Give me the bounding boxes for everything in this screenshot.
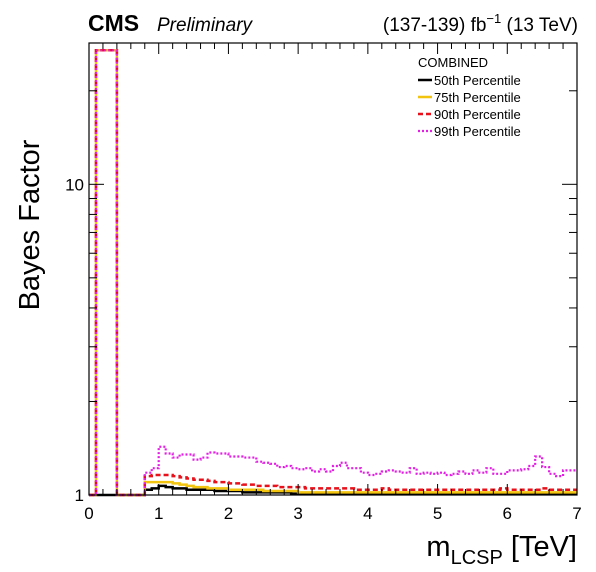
lumi-text: (137-139) fb [383, 15, 487, 36]
x-axis-title-main: m [426, 531, 450, 563]
legend: COMBINED 50th Percentile 75th Percentile 9… [418, 55, 521, 139]
legend-header: COMBINED [418, 55, 488, 70]
lumi-exponent: −1 [486, 11, 501, 26]
x-tick-label: 2 [224, 504, 233, 523]
y-tick-label: 10 [65, 175, 84, 194]
series-line [89, 484, 577, 497]
y-axis-title: Bayes Factor [14, 139, 46, 310]
plot-frame [88, 42, 578, 496]
x-axis-title-unit: [TeV] [503, 531, 577, 563]
y-tick-label: 1 [75, 486, 84, 505]
lumi-label: (137-139) fb−1 (13 TeV) [383, 11, 578, 36]
x-tick-label: 4 [363, 504, 372, 523]
x-tick-label: 1 [154, 504, 163, 523]
x-tick-label: 0 [84, 504, 93, 523]
legend-entry: 75th Percentile [434, 90, 521, 105]
legend-entry: 99th Percentile [434, 124, 521, 139]
x-axis-title: mLCSP [TeV] [426, 531, 577, 569]
preliminary-label: Preliminary [157, 15, 254, 36]
energy-text: (13 TeV) [501, 15, 578, 36]
legend-entry: 50th Percentile [434, 73, 521, 88]
x-tick-label: 7 [572, 504, 581, 523]
x-tick-label: 6 [503, 504, 512, 523]
cms-label: CMS [88, 10, 139, 36]
x-tick-label: 3 [293, 504, 302, 523]
series-line [89, 49, 577, 497]
x-tick-label: 5 [433, 504, 442, 523]
x-axis-title-sub: LCSP [451, 547, 503, 569]
legend-entry: 90th Percentile [434, 107, 521, 122]
